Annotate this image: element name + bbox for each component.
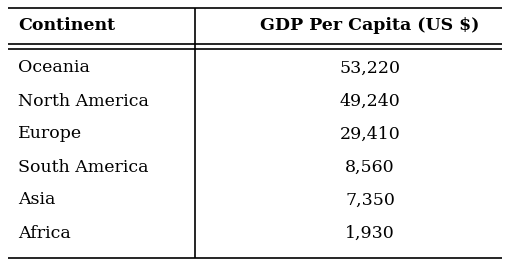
Text: North America: North America (18, 93, 149, 110)
Text: Africa: Africa (18, 225, 71, 242)
Text: 29,410: 29,410 (339, 126, 400, 143)
Text: South America: South America (18, 159, 148, 176)
Text: 53,220: 53,220 (339, 60, 400, 77)
Text: 49,240: 49,240 (339, 93, 400, 110)
Text: Continent: Continent (18, 18, 115, 35)
Text: Asia: Asia (18, 192, 55, 209)
Text: 8,560: 8,560 (345, 159, 394, 176)
Text: GDP Per Capita (US $): GDP Per Capita (US $) (260, 18, 479, 35)
Text: Europe: Europe (18, 126, 82, 143)
Text: 7,350: 7,350 (345, 192, 394, 209)
Text: 1,930: 1,930 (345, 225, 394, 242)
Text: Oceania: Oceania (18, 60, 90, 77)
